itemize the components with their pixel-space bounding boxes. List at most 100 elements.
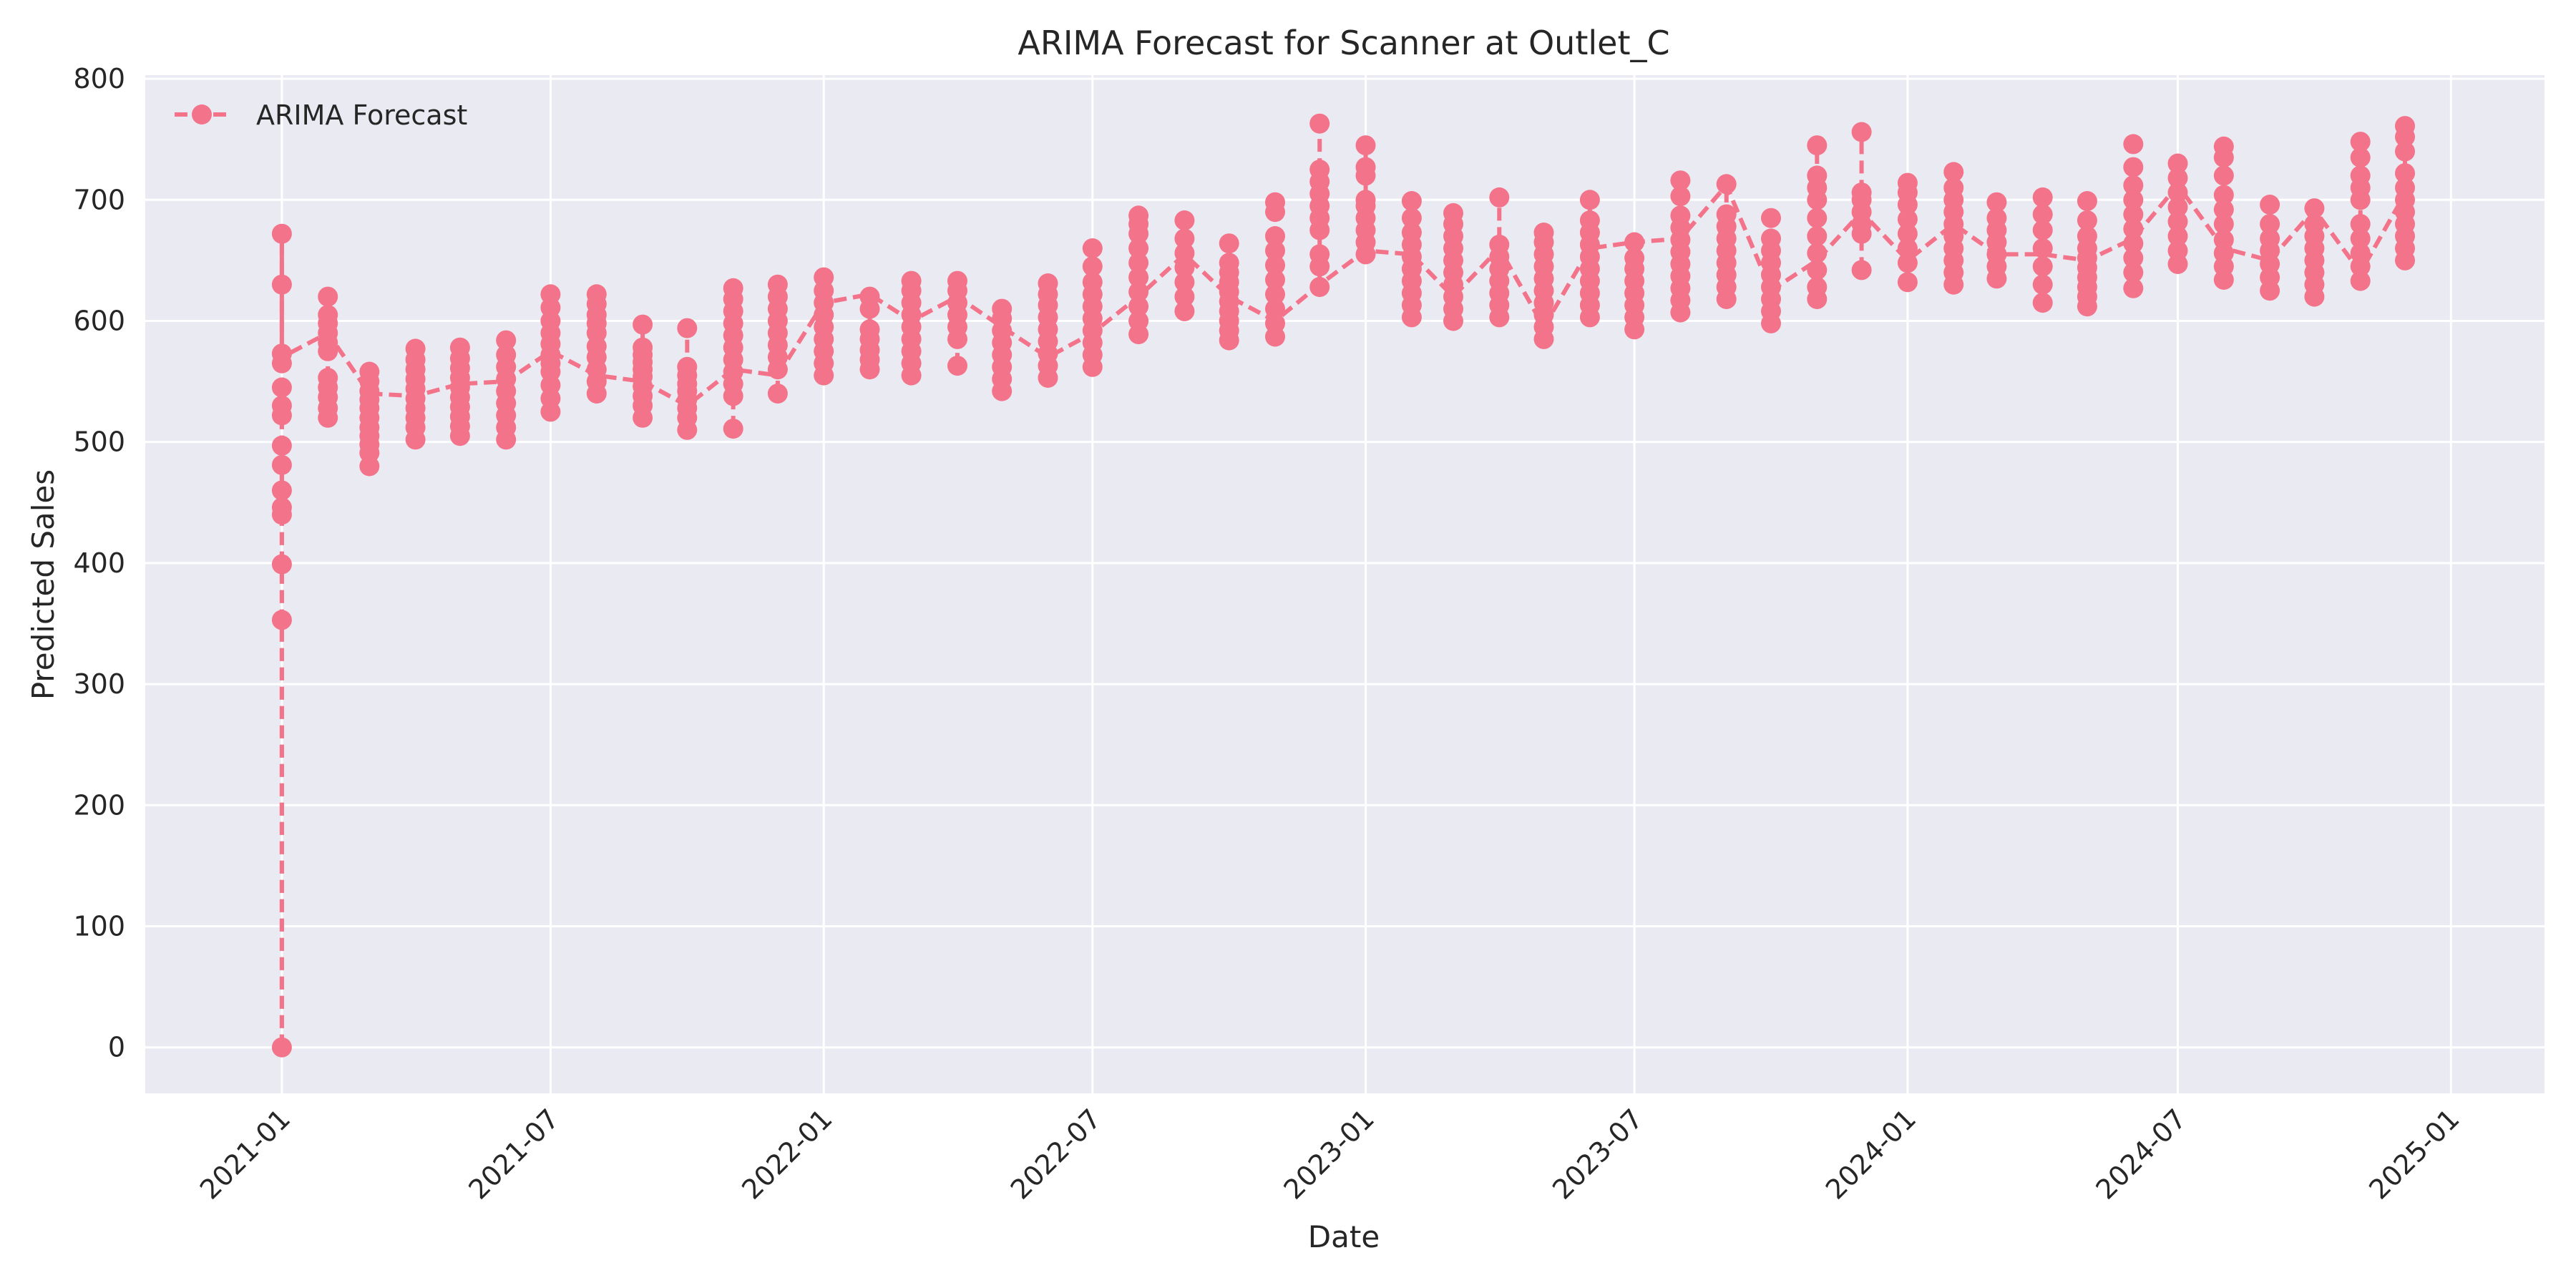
data-point <box>814 267 834 288</box>
data-point <box>1128 296 1149 317</box>
data-point <box>1489 187 1510 208</box>
y-tick-label: 600 <box>73 305 125 336</box>
data-point <box>271 554 292 575</box>
data-point <box>1807 135 1828 156</box>
data-point <box>1897 253 1918 273</box>
data-point <box>318 286 338 307</box>
data-point <box>1265 255 1285 275</box>
data-point <box>1401 191 1422 211</box>
data-point <box>1265 313 1285 333</box>
data-point <box>318 368 338 388</box>
data-point <box>2032 204 2053 225</box>
data-point <box>2304 198 2325 219</box>
data-point <box>1986 192 2007 213</box>
data-point <box>1174 228 1195 249</box>
data-point <box>1128 311 1149 331</box>
data-point <box>2032 220 2053 240</box>
data-point <box>1265 240 1285 261</box>
data-point <box>586 284 607 305</box>
y-tick-label: 500 <box>73 426 125 458</box>
data-point <box>1265 226 1285 246</box>
y-tick-label: 100 <box>73 910 125 942</box>
data-point <box>901 270 922 291</box>
data-point <box>1716 174 1737 195</box>
data-point <box>1624 232 1645 253</box>
data-point <box>1807 277 1828 298</box>
data-point <box>1082 238 1103 258</box>
data-point <box>1309 244 1330 265</box>
data-point <box>1807 208 1828 228</box>
data-point <box>1128 238 1149 258</box>
data-point <box>1670 205 1691 226</box>
data-point <box>496 330 517 351</box>
y-tick-label: 400 <box>73 547 125 579</box>
data-point <box>2032 187 2053 208</box>
data-point <box>2032 256 2053 277</box>
data-point <box>1489 234 1510 255</box>
data-point <box>1219 253 1239 273</box>
data-point <box>1219 233 1239 254</box>
data-point <box>1761 228 1781 249</box>
data-point <box>1761 208 1781 228</box>
data-point <box>677 356 698 377</box>
grid-lines <box>145 75 2545 1093</box>
chart-legend: ARIMA Forecast <box>175 99 467 131</box>
data-point <box>1716 204 1737 225</box>
data-point <box>1128 267 1149 288</box>
data-point <box>1807 165 1828 186</box>
plot-background <box>145 75 2545 1093</box>
data-point <box>1128 205 1149 226</box>
data-point <box>1807 243 1828 263</box>
data-point <box>405 338 426 359</box>
data-point <box>859 286 880 307</box>
data-point <box>2350 132 2371 152</box>
data-point <box>1265 192 1285 213</box>
y-tick-label: 700 <box>73 184 125 215</box>
data-point <box>2032 238 2053 258</box>
data-point <box>1807 226 1828 246</box>
data-point <box>2167 182 2188 203</box>
data-point <box>1579 190 1600 210</box>
data-point <box>318 305 338 325</box>
data-point <box>1038 273 1058 293</box>
data-point <box>2123 175 2144 195</box>
data-point <box>2260 195 2280 215</box>
data-point <box>2123 204 2144 225</box>
data-point <box>449 337 470 358</box>
data-point <box>1897 223 1918 244</box>
data-point <box>2077 226 2097 246</box>
data-point <box>2123 233 2144 254</box>
data-point <box>2260 214 2280 235</box>
data-point <box>1579 210 1600 230</box>
y-tick-label: 200 <box>73 789 125 821</box>
data-point <box>767 384 788 404</box>
data-point <box>2350 243 2371 263</box>
data-point <box>1174 272 1195 293</box>
data-point <box>723 278 743 298</box>
data-point <box>1897 172 1918 193</box>
data-point <box>2032 274 2053 295</box>
legend-marker-swatch <box>192 104 212 125</box>
data-point <box>1897 238 1918 258</box>
data-point <box>2167 167 2188 188</box>
data-point <box>2123 262 2144 283</box>
data-point <box>271 454 292 475</box>
data-point <box>1986 208 2007 228</box>
data-point <box>1128 281 1149 302</box>
data-point <box>1174 243 1195 263</box>
data-point <box>1082 256 1103 277</box>
data-point <box>2123 190 2144 210</box>
data-point <box>2167 240 2188 261</box>
data-point <box>1533 223 1554 243</box>
data-point <box>2167 226 2188 246</box>
data-point <box>1174 286 1195 307</box>
data-point <box>1897 272 1918 293</box>
data-point <box>2395 163 2415 184</box>
data-point <box>1943 177 1964 198</box>
data-point <box>767 274 788 295</box>
data-point <box>2395 141 2415 162</box>
data-point <box>359 361 380 382</box>
data-point <box>271 377 292 398</box>
plot-area <box>145 75 2545 1093</box>
